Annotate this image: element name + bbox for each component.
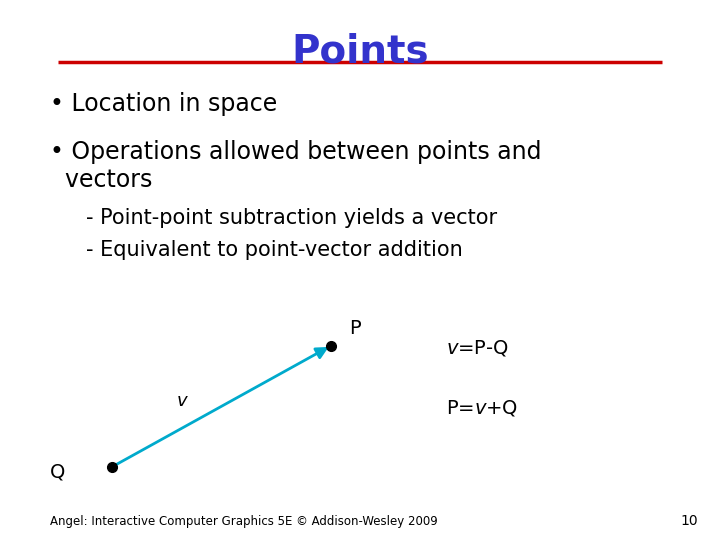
Text: P: P bbox=[349, 319, 361, 338]
Text: Q: Q bbox=[50, 463, 65, 482]
Text: • Location in space: • Location in space bbox=[50, 92, 278, 116]
Text: $v$=P-Q: $v$=P-Q bbox=[446, 338, 509, 359]
Text: - Equivalent to point-vector addition: - Equivalent to point-vector addition bbox=[86, 240, 463, 260]
Text: • Operations allowed between points and
  vectors: • Operations allowed between points and … bbox=[50, 140, 542, 192]
Text: 10: 10 bbox=[681, 514, 698, 528]
Text: P=$v$+Q: P=$v$+Q bbox=[446, 397, 518, 418]
Text: Points: Points bbox=[291, 32, 429, 70]
Text: - Point-point subtraction yields a vector: - Point-point subtraction yields a vecto… bbox=[86, 208, 498, 228]
Text: Angel: Interactive Computer Graphics 5E © Addison-Wesley 2009: Angel: Interactive Computer Graphics 5E … bbox=[50, 515, 438, 528]
Text: v: v bbox=[176, 392, 187, 410]
